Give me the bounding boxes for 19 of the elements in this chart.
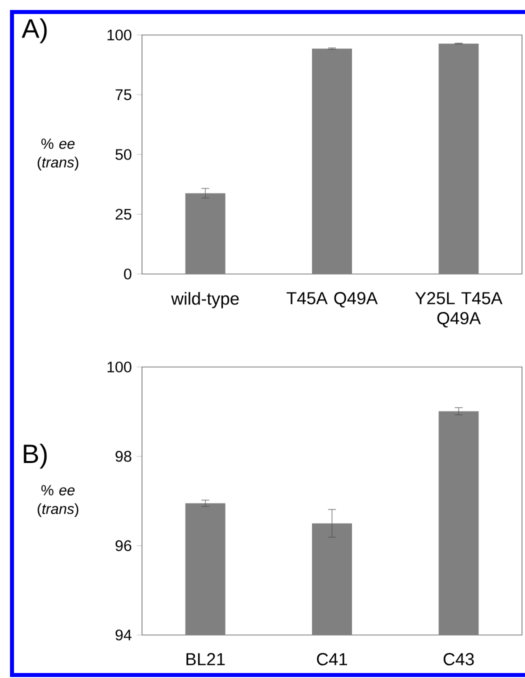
x-tick-label: Y25L T45A Q49A xyxy=(415,292,502,328)
x-tick-label: C41 xyxy=(316,653,348,666)
x-tick-label: BL21 xyxy=(186,653,225,666)
x-tick-label: wild-type xyxy=(171,292,239,308)
y-tick-label: 75 xyxy=(116,89,132,100)
y-tick-label: 50 xyxy=(116,149,132,160)
y-tick-label: 100 xyxy=(108,30,132,40)
text: B) xyxy=(24,444,47,469)
x-tick-label: T45A Q49A xyxy=(286,292,378,308)
y-tick-label: 94 xyxy=(116,630,132,640)
y-tick-label: 98 xyxy=(116,450,132,462)
x-tick-label: C43 xyxy=(444,653,474,666)
y-tick-label: 0 xyxy=(124,268,132,280)
y-tick-label: 25 xyxy=(116,208,132,220)
text: % ee (trans) xyxy=(38,138,78,170)
y-tick-label: 96 xyxy=(116,540,132,552)
text: % ee (trans) xyxy=(38,485,78,517)
y-tick-label: 100 xyxy=(108,362,132,372)
chart-title: A) xyxy=(22,18,47,44)
